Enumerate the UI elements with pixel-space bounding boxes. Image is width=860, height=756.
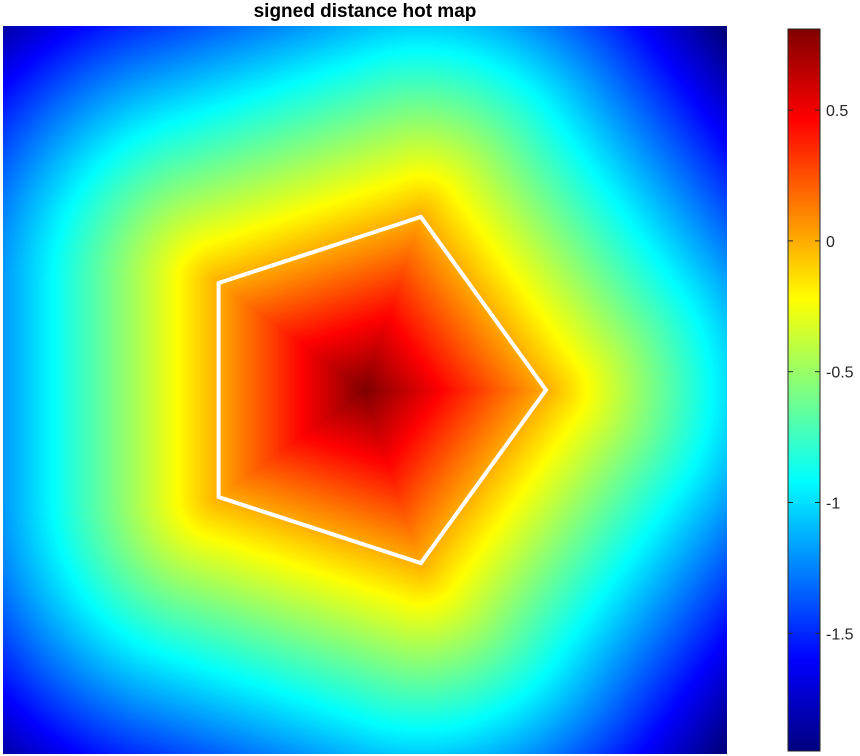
colorbar-tick-label: -0.5 xyxy=(826,365,854,382)
pentagon-outline xyxy=(216,214,549,566)
colorbar-tick-label: 0.5 xyxy=(826,103,848,120)
colorbar-tick-label: -1.5 xyxy=(826,626,854,643)
colorbar-tick-label: 0 xyxy=(826,234,835,251)
colorbar-ticks: 0.5 0 -0.5 -1 -1.5 xyxy=(788,103,854,643)
colorbar: 0.5 0 -0.5 -1 -1.5 xyxy=(787,28,854,752)
chart-title: signed distance hot map xyxy=(254,1,477,22)
heatmap-plot xyxy=(3,26,727,754)
colorbar-tick-label: -1 xyxy=(826,495,840,512)
colorbar-gradient xyxy=(787,28,821,752)
